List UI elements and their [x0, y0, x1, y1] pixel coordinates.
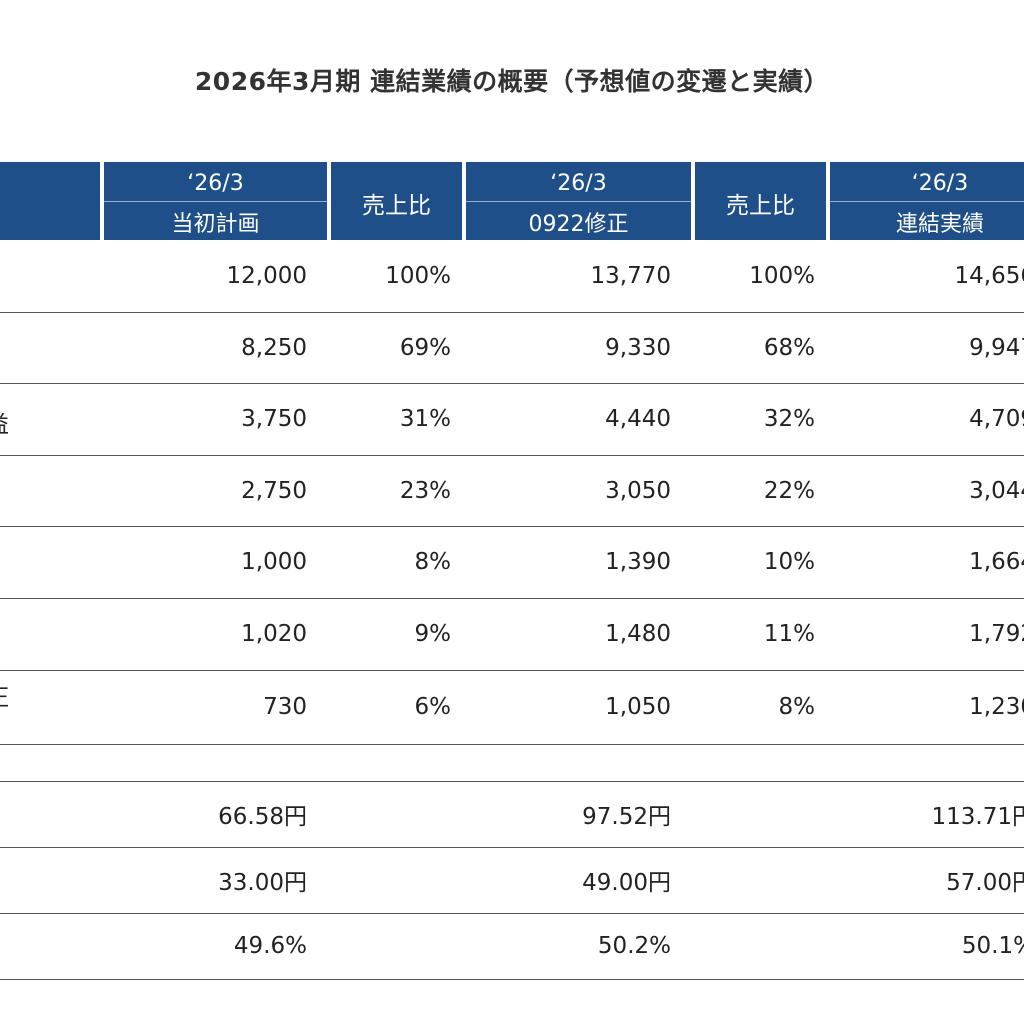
actual-value: 1,792 [969, 621, 1024, 647]
actual-value: 1,230 [969, 694, 1024, 720]
header-label: 当初計画 [171, 212, 260, 237]
sales-ratio-value: 8% [414, 549, 452, 575]
header-label: 0922修正 [528, 212, 629, 237]
table-row: 圧 730 6% 1,050 8% 1,230 [0, 670, 1024, 745]
table-row-spacer [0, 744, 1024, 782]
revised-value: 1,050 [605, 694, 671, 720]
results-table: ‘26/3 当初計画 売上比 ‘26/3 0922修正 売上比 ‘26/3 連結… [0, 162, 1024, 982]
initial-plan-value: 2,750 [241, 477, 307, 504]
revised-value: 13,770 [590, 263, 671, 289]
initial-plan-value: 12,000 [226, 263, 307, 289]
table-row: 1,020 9% 1,480 11% 1,792 [0, 598, 1024, 671]
table-row: 1,000 8% 1,390 10% 1,664 [0, 526, 1024, 599]
sales-ratio-value: 23% [399, 477, 451, 504]
actual-value: 9,947 [969, 334, 1024, 361]
header-cell-actual: ‘26/3 連結実績 [830, 162, 1024, 240]
header-period: ‘26/3 [187, 171, 244, 196]
actual-value: 50.1% [961, 933, 1024, 959]
revised-value: 4,440 [605, 406, 671, 432]
table-row: 49.6% 50.2% 50.1% [0, 913, 1024, 980]
sales-ratio-value: 6% [414, 694, 452, 720]
page-title: 2026年3月期 連結業績の概要（予想値の変遷と実績） [194, 67, 830, 96]
actual-value: 3,044 [969, 477, 1024, 504]
sales-ratio-value: 31% [399, 406, 451, 432]
header-cell-revised: ‘26/3 0922修正 [466, 162, 691, 240]
header-label: 売上比 [362, 193, 431, 219]
header-cell-item [0, 162, 100, 240]
table-row: 33.00円 49.00円 57.00円 [0, 847, 1024, 914]
actual-value: 57.00円 [946, 870, 1024, 896]
header-period: ‘26/3 [911, 171, 969, 196]
actual-value: 4,709 [969, 406, 1024, 432]
header-cell-sales-ratio: 売上比 [331, 162, 462, 240]
initial-plan-value: 1,000 [241, 549, 307, 575]
header-period: ‘26/3 [550, 171, 607, 196]
actual-value: 1,664 [969, 549, 1024, 575]
revised-value: 3,050 [605, 477, 671, 504]
sales-ratio-value: 69% [399, 334, 451, 361]
initial-plan-value: 8,250 [241, 334, 307, 361]
actual-value: 113.71円 [931, 804, 1024, 830]
initial-plan-value: 49.6% [233, 933, 307, 959]
initial-plan-value: 66.58円 [218, 804, 307, 830]
sales-ratio-value: 32% [763, 406, 815, 432]
header-divider [466, 201, 691, 202]
revised-value: 97.52円 [582, 804, 671, 830]
initial-plan-value: 1,020 [241, 621, 307, 647]
header-cell-sales-ratio: 売上比 [695, 162, 826, 240]
sales-ratio-value: 68% [763, 334, 815, 361]
table-row: 2,750 23% 3,050 22% 3,044 [0, 455, 1024, 527]
initial-plan-value: 33.00円 [218, 870, 307, 896]
table-row: 8,250 69% 9,330 68% 9,947 [0, 312, 1024, 384]
actual-value: 14,656 [954, 263, 1024, 289]
revised-value: 1,390 [605, 549, 671, 575]
revised-value: 1,480 [605, 621, 671, 647]
revised-value: 9,330 [605, 334, 671, 361]
sales-ratio-value: 9% [414, 621, 452, 647]
sales-ratio-value: 11% [763, 621, 815, 647]
header-label: 連結実績 [895, 212, 984, 237]
sales-ratio-value: 22% [763, 477, 815, 504]
header-divider [830, 201, 1024, 202]
revised-value: 50.2% [597, 933, 671, 959]
header-divider [104, 201, 327, 202]
sales-ratio-value: 10% [763, 549, 815, 575]
sales-ratio-value: 8% [778, 694, 816, 720]
revised-value: 49.00円 [582, 870, 671, 896]
initial-plan-value: 3,750 [241, 406, 307, 432]
initial-plan-value: 730 [263, 694, 307, 720]
table-row: 12,000 100% 13,770 100% 14,656 [0, 240, 1024, 313]
row-label-fragment: 益 [0, 405, 9, 439]
sales-ratio-value: 100% [749, 263, 815, 289]
sales-ratio-value: 100% [385, 263, 451, 289]
table-row: 66.58円 97.52円 113.71円 [0, 781, 1024, 848]
header-cell-initial-plan: ‘26/3 当初計画 [104, 162, 327, 240]
row-label-fragment: 圧 [0, 678, 9, 712]
header-label: 売上比 [726, 193, 795, 219]
table-row: 益 3,750 31% 4,440 32% 4,709 [0, 383, 1024, 456]
